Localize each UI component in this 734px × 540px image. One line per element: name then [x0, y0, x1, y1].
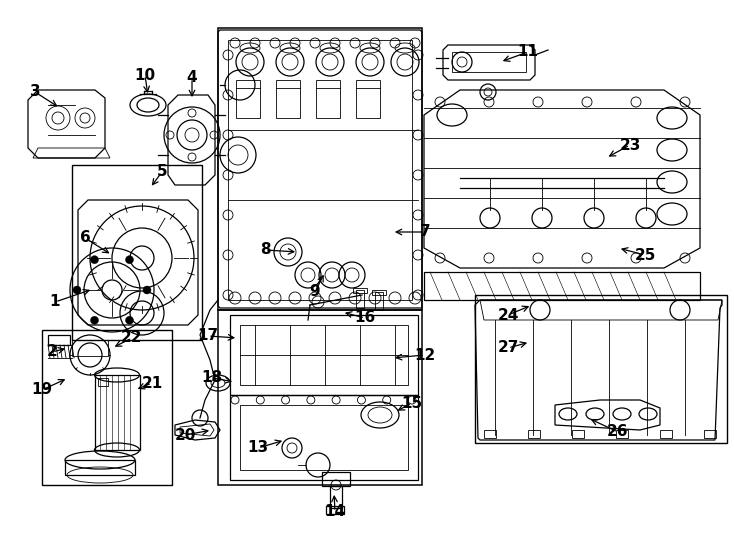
- Text: 3: 3: [29, 84, 40, 99]
- Bar: [236, 80, 260, 118]
- Circle shape: [90, 255, 98, 264]
- Text: 11: 11: [517, 44, 539, 59]
- Text: 20: 20: [174, 428, 196, 442]
- Text: 25: 25: [634, 247, 655, 262]
- Bar: [424, 272, 700, 300]
- Bar: [72, 165, 202, 340]
- Text: 23: 23: [619, 138, 641, 152]
- Text: 21: 21: [142, 375, 163, 390]
- Text: 2: 2: [47, 345, 57, 360]
- Bar: [372, 290, 386, 295]
- Bar: [95, 375, 140, 450]
- Bar: [316, 80, 340, 118]
- Text: 10: 10: [134, 68, 156, 83]
- Text: 22: 22: [121, 330, 142, 346]
- Text: 1: 1: [50, 294, 60, 309]
- Bar: [704, 430, 716, 438]
- Bar: [660, 430, 672, 438]
- Text: 19: 19: [32, 382, 53, 397]
- Bar: [353, 288, 367, 293]
- Text: 26: 26: [607, 424, 629, 440]
- Bar: [326, 506, 344, 514]
- Text: 4: 4: [186, 71, 197, 85]
- Bar: [240, 405, 408, 470]
- Bar: [218, 310, 422, 485]
- Bar: [322, 472, 350, 486]
- Text: 15: 15: [401, 395, 423, 410]
- Text: 9: 9: [310, 285, 320, 300]
- Bar: [484, 430, 496, 438]
- Text: 5: 5: [156, 165, 167, 179]
- Bar: [72, 340, 108, 356]
- Text: 14: 14: [324, 504, 346, 519]
- Bar: [218, 28, 422, 310]
- Circle shape: [126, 316, 134, 325]
- Bar: [356, 290, 364, 308]
- Bar: [65, 460, 135, 475]
- Circle shape: [143, 286, 151, 294]
- Bar: [240, 325, 408, 385]
- Bar: [475, 295, 727, 443]
- Circle shape: [126, 255, 134, 264]
- Circle shape: [73, 286, 81, 294]
- Text: 8: 8: [260, 242, 270, 258]
- Text: 13: 13: [247, 441, 269, 456]
- Text: 12: 12: [415, 348, 435, 362]
- Bar: [528, 430, 540, 438]
- Bar: [616, 430, 628, 438]
- Circle shape: [90, 316, 98, 325]
- Text: 7: 7: [420, 225, 430, 240]
- Bar: [375, 292, 383, 310]
- Text: 24: 24: [498, 307, 519, 322]
- Bar: [572, 430, 584, 438]
- Bar: [356, 80, 380, 118]
- Text: 6: 6: [79, 231, 90, 246]
- Text: 17: 17: [197, 328, 219, 343]
- Bar: [228, 40, 412, 300]
- Bar: [452, 52, 526, 72]
- Bar: [330, 486, 342, 508]
- Text: 18: 18: [201, 370, 222, 386]
- Bar: [276, 80, 300, 118]
- Text: 27: 27: [498, 341, 519, 355]
- Bar: [42, 330, 172, 485]
- Bar: [98, 378, 108, 386]
- Text: 16: 16: [355, 310, 376, 326]
